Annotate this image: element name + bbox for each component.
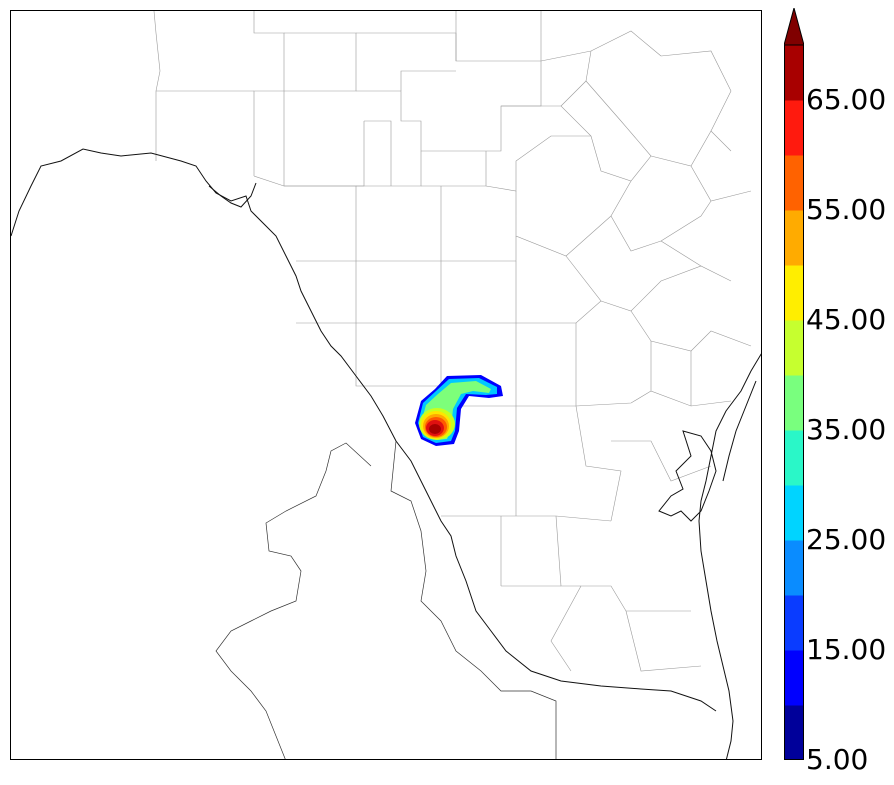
colorbar-segment <box>784 100 804 156</box>
colorbar-tick-25: 25.00 <box>806 523 887 556</box>
map-canvas <box>11 11 761 759</box>
colorbar-segment <box>784 45 804 101</box>
colorbar-tick-15: 15.00 <box>806 633 887 666</box>
colorbar-segments <box>784 45 804 760</box>
colorbar-segment <box>784 375 804 431</box>
colorbar-segment <box>784 540 804 596</box>
colorbar-segment <box>784 155 804 211</box>
colorbar-segment <box>784 705 804 760</box>
map-panel <box>10 10 762 760</box>
county-boundaries <box>153 11 752 672</box>
gulf-coastline <box>658 353 761 759</box>
colorbar-tick-65: 65.00 <box>806 83 887 116</box>
colorbar-segment <box>784 485 804 541</box>
colorbar-segment <box>784 265 804 321</box>
colorbar-tick-55: 55.00 <box>806 193 887 226</box>
river-inlet <box>208 182 257 208</box>
colorbar <box>784 8 804 760</box>
colorbar-tick-5: 5.00 <box>806 743 869 776</box>
colorbar-segment <box>784 210 804 266</box>
mexico-state-boundaries <box>215 440 557 759</box>
colorbar-outline <box>784 44 804 760</box>
colorbar-segment <box>784 430 804 486</box>
colorbar-segment <box>784 595 804 651</box>
colorbar-segment <box>784 650 804 706</box>
radar-plume <box>415 375 503 446</box>
rio-grande-border <box>11 148 717 712</box>
colorbar-segment <box>784 320 804 376</box>
colorbar-tick-35: 35.00 <box>806 413 887 446</box>
colorbar-extend-triangle <box>784 8 804 46</box>
colorbar-tick-45: 45.00 <box>806 303 887 336</box>
